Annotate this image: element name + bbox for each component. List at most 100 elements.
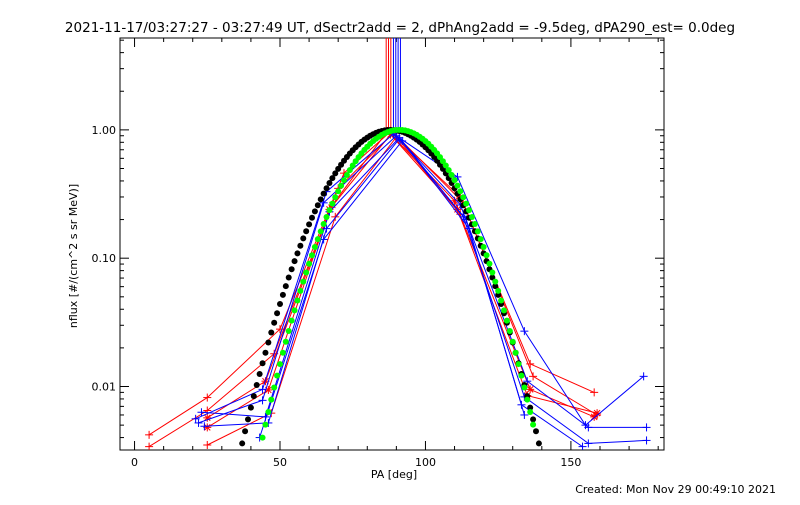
series-point-blue [520, 410, 529, 419]
fit-point-green [442, 162, 449, 169]
fit-point-green [335, 188, 342, 195]
series-point-blue [584, 439, 593, 448]
fit-point-black [277, 300, 283, 307]
fit-point-green [471, 221, 478, 228]
fit-point-green [512, 349, 519, 356]
x-tick-label: 0 [131, 456, 138, 469]
series-point-blue [642, 436, 651, 445]
fit-point-green [274, 372, 281, 379]
y-tick-label: 0.01 [92, 381, 117, 394]
fit-point-black [253, 381, 260, 388]
fit-point-black [329, 175, 336, 182]
series-point-blue [319, 198, 328, 207]
fit-point-green [259, 434, 266, 441]
fit-point-green [466, 207, 473, 214]
fit-point-green [492, 278, 499, 285]
fit-point-black [326, 180, 333, 187]
series-point-blue [642, 423, 651, 432]
fit-point-green [338, 182, 345, 189]
fit-point-green [294, 297, 301, 304]
fit-point-black [300, 235, 307, 242]
fit-point-black [291, 258, 298, 265]
fit-point-black [285, 274, 292, 281]
fit-point-black [288, 266, 295, 273]
fit-point-green [518, 372, 525, 379]
fit-point-green [329, 200, 336, 207]
series-point-blue [523, 377, 532, 386]
fit-point-black [250, 393, 257, 400]
fit-point-black [323, 185, 330, 192]
series-point-blue [584, 423, 593, 432]
series-line-blue [195, 133, 644, 426]
series-point-red [526, 385, 535, 394]
fit-point-black [256, 370, 263, 377]
fit-point-green [326, 207, 333, 214]
fit-point-black [317, 196, 324, 203]
fit-point-green [285, 328, 292, 335]
fit-point-black [268, 329, 275, 336]
fit-point-green [262, 421, 269, 428]
fit-point-black [527, 404, 534, 411]
series-point-blue [398, 136, 407, 145]
fit-point-black [320, 190, 327, 197]
fit-point-green [509, 338, 516, 345]
fit-point-green [343, 172, 350, 179]
fit-point-black [535, 440, 542, 447]
fit-point-green [451, 177, 458, 184]
series-point-red [203, 413, 212, 422]
fit-point-green [480, 244, 487, 251]
fit-point-black [303, 228, 310, 235]
fit-point-black [332, 170, 339, 177]
series-point-red [331, 212, 340, 221]
plot-area: 0 50 100 150 0.01 0.10 1.00 [92, 37, 665, 469]
series-line-blue [198, 134, 647, 428]
y-tick-label: 1.00 [92, 124, 117, 137]
series-point-red [145, 442, 154, 450]
fit-point-green [317, 228, 324, 235]
fit-point-green [498, 297, 505, 304]
footer-created-text: Created: Mon Nov 29 00:49:10 2021 [575, 483, 776, 496]
fit-point-green [300, 278, 307, 285]
fit-point-green [277, 361, 283, 368]
fit-point-green [483, 252, 490, 259]
fit-point-black [259, 360, 266, 367]
fit-point-black [335, 165, 342, 172]
fit-point-black [265, 339, 272, 346]
fit-point-green [311, 244, 318, 251]
series-point-blue [520, 327, 529, 336]
fit-point-green [486, 260, 493, 267]
fit-point-green [474, 228, 481, 235]
fit-point-green [469, 213, 475, 220]
fit-point-green [314, 236, 321, 243]
series-point-blue [194, 418, 203, 427]
series-point-red [526, 359, 535, 368]
fit-point-green [309, 252, 315, 259]
x-axis-label: PA [deg] [371, 468, 417, 481]
fit-point-green [332, 194, 339, 201]
fit-point-black [239, 440, 246, 447]
fit-point-black [262, 349, 269, 356]
fit-point-green [460, 194, 467, 201]
fit-point-green [506, 328, 513, 335]
series-point-red [145, 430, 154, 439]
fit-point-green [349, 162, 356, 169]
fit-point-black [306, 221, 313, 228]
fit-point-black [314, 202, 321, 209]
x-tick-label: 100 [415, 456, 436, 469]
fit-point-black [492, 283, 499, 290]
fit-point-green [439, 158, 446, 165]
fit-point-green [320, 221, 327, 228]
fit-point-green [503, 317, 510, 324]
series-line-red [148, 130, 595, 436]
x-tick-label: 150 [560, 456, 581, 469]
series-point-red [590, 388, 599, 397]
fit-point-black [245, 416, 251, 423]
fit-point-green [477, 236, 484, 243]
y-axis-label: nflux [#/(cm^2 s sr MeV)] [67, 184, 80, 328]
fit-point-black [309, 214, 315, 221]
series-point-blue [578, 442, 587, 450]
series-point-blue [258, 385, 267, 394]
fit-point-green [515, 361, 522, 368]
fit-point-green [448, 172, 455, 179]
